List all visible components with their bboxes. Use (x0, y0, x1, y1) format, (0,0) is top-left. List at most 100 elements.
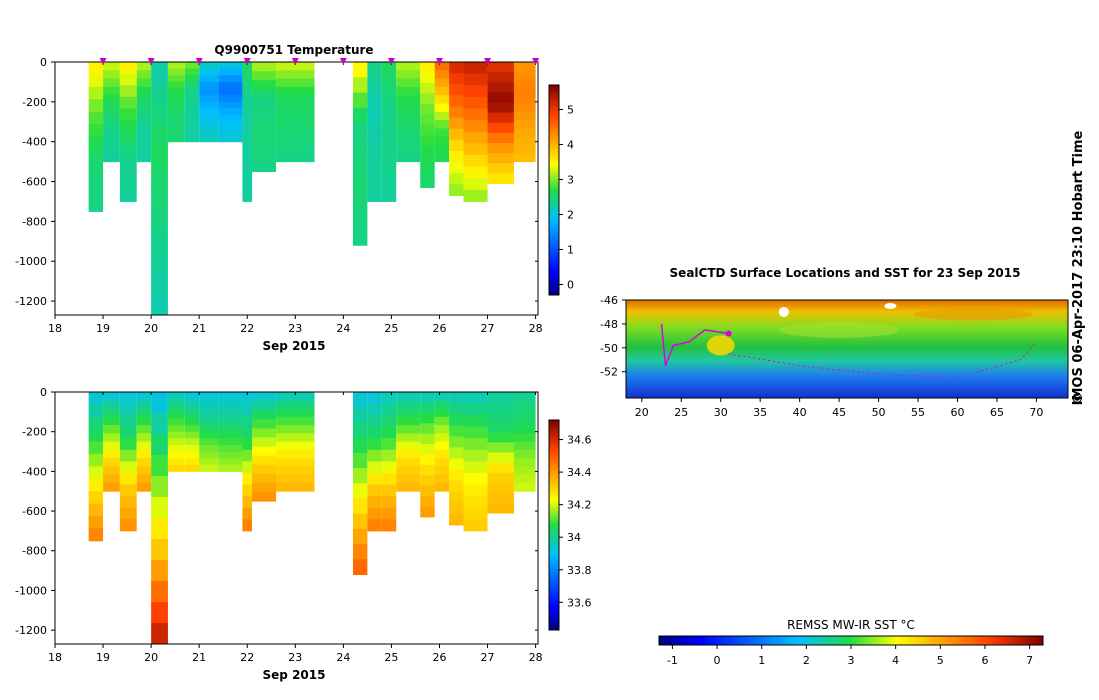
profile-cell (167, 444, 185, 453)
profile-cell (396, 458, 421, 467)
profile-cell (276, 62, 315, 71)
profile-cell (487, 173, 514, 185)
profile-cell (242, 120, 253, 133)
profile-marker (532, 58, 540, 65)
profile-cell (381, 62, 397, 75)
profile-cell (396, 86, 421, 96)
profile-cell (119, 449, 137, 462)
x-tick-label: 28 (529, 322, 543, 335)
profile-cell (352, 214, 368, 231)
profile-cell (513, 128, 536, 138)
profile-column (103, 62, 120, 163)
profile-cell (396, 103, 421, 113)
profile-cell (136, 78, 152, 88)
profile-column (420, 392, 435, 518)
profile-cell (119, 484, 137, 497)
profile-cell (199, 135, 219, 143)
x-tick-label: 26 (432, 651, 446, 664)
map-y-tick-label: -46 (600, 294, 618, 307)
profile-cell (252, 135, 277, 145)
profile-cell (367, 96, 382, 109)
x-tick-label: 20 (144, 651, 158, 664)
profile-cell (151, 104, 168, 126)
profile-cell (352, 468, 368, 484)
profile-cell (218, 62, 243, 70)
profile-cell (434, 111, 450, 121)
profile-cell (513, 433, 536, 443)
profile-cell (463, 108, 488, 121)
profile-column (463, 392, 488, 532)
profile-column (276, 392, 315, 492)
profile-column (199, 62, 219, 143)
profile-cell (396, 95, 421, 105)
profile-cell (218, 418, 243, 426)
profile-cell (119, 178, 137, 191)
profile-cell (242, 143, 253, 156)
profile-cell (252, 428, 277, 438)
profile-cell (252, 116, 277, 127)
profile-cell (119, 461, 137, 474)
map-x-tick-label: 20 (635, 406, 649, 419)
profile-cell (88, 124, 104, 138)
profile-cell (119, 519, 137, 532)
profile-cell (218, 128, 243, 136)
profile-cell (396, 145, 421, 154)
profile-cell (276, 86, 315, 96)
profile-cell (434, 433, 450, 443)
profile-column (119, 62, 137, 202)
profile-cell (381, 96, 397, 109)
profile-cell (199, 68, 219, 76)
profile-cell (119, 85, 137, 98)
x-tick-label: 19 (96, 322, 110, 335)
profile-cell (103, 136, 120, 146)
profile-cell (513, 111, 536, 121)
profile-cell (218, 398, 243, 406)
profile-cell (381, 484, 397, 497)
profile-marker (147, 58, 155, 65)
profile-cell (167, 115, 185, 123)
profile-cell (276, 474, 315, 484)
profile-cell (252, 492, 277, 502)
profile-cell (463, 143, 488, 156)
sst-front (779, 321, 900, 338)
profile-cell (449, 502, 464, 515)
profile-cell (381, 154, 397, 168)
profile-cell (136, 136, 152, 146)
profile-cell (167, 62, 185, 70)
profile-cell (367, 461, 382, 474)
profile-cell (103, 392, 120, 401)
profile-cell (88, 111, 104, 125)
profile-cell (218, 101, 243, 109)
profile-cell (352, 513, 368, 530)
profile-cell (88, 416, 104, 430)
profile-cell (242, 484, 253, 497)
land-mask (884, 302, 897, 309)
profile-cell (420, 135, 435, 147)
map-colorbar-tick-label: 4 (892, 654, 899, 667)
profile-cell (103, 449, 120, 459)
plot-frame (54, 391, 539, 645)
map-x-tick-label: 50 (872, 406, 886, 419)
profile-cell (513, 408, 536, 418)
profile-cell (252, 482, 277, 493)
profile-cell (513, 78, 536, 88)
profile-cell (252, 446, 277, 457)
profile-cell (119, 108, 137, 121)
profile-cell (352, 92, 368, 109)
profile-cell (103, 474, 120, 484)
profile-cell (420, 485, 435, 497)
profile-cell (119, 403, 137, 416)
profile-cell (151, 251, 168, 274)
profile-cell (513, 392, 536, 401)
profile-cell (396, 441, 421, 451)
profile-cell (242, 449, 253, 462)
profile-cell (513, 95, 536, 105)
y-tick-label: -800 (22, 215, 47, 228)
profile-column (367, 62, 382, 202)
profile-cell (184, 431, 200, 439)
profile-cell (352, 544, 368, 560)
profile-cell (88, 478, 104, 492)
profile-cell (396, 392, 421, 401)
profile-marker (339, 58, 347, 65)
profile-column (381, 62, 397, 202)
